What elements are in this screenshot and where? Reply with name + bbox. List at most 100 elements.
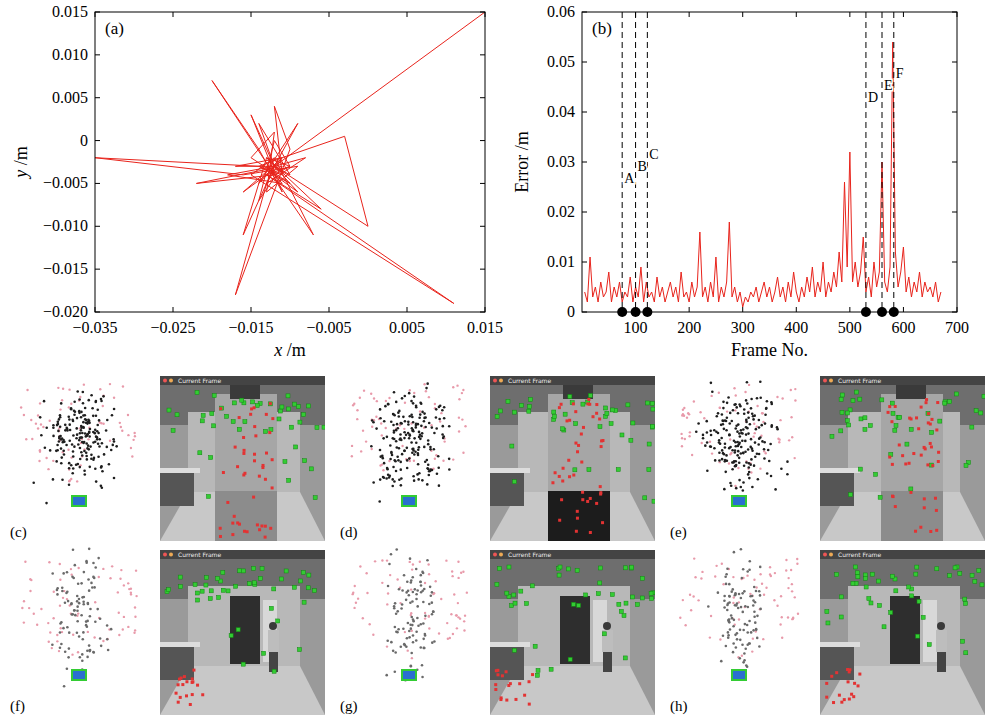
map-point — [75, 427, 78, 430]
map-point — [70, 407, 73, 410]
y-tick — [95, 12, 100, 13]
x-tick — [742, 307, 743, 312]
map-point — [723, 595, 726, 598]
map-point — [727, 636, 730, 639]
feature-static — [927, 643, 931, 647]
map-point — [408, 457, 411, 460]
x-tick — [849, 307, 850, 312]
map-point — [462, 452, 464, 454]
map-point — [20, 406, 22, 408]
person-lower — [215, 491, 277, 541]
map-point — [52, 426, 55, 429]
map-point — [741, 432, 744, 435]
map-point — [415, 598, 418, 601]
feature-static — [568, 395, 572, 399]
map-point — [754, 455, 757, 458]
map-point — [132, 439, 134, 441]
feature-dynamic — [894, 405, 897, 408]
map-point — [40, 608, 42, 610]
map-point — [73, 401, 76, 404]
event-label: C — [649, 147, 658, 162]
map-point — [411, 427, 414, 430]
map-point — [734, 594, 737, 597]
map-point — [374, 560, 376, 562]
map-point — [732, 409, 735, 412]
feature-dynamic — [494, 683, 497, 686]
map-point — [386, 436, 389, 439]
person-head — [896, 385, 926, 399]
camera-pose — [402, 496, 416, 506]
feature-static — [858, 467, 862, 471]
map-point — [384, 405, 387, 408]
map-point — [448, 425, 451, 428]
map-point — [416, 617, 419, 620]
map-point — [411, 416, 414, 419]
feature-dynamic — [219, 535, 222, 538]
map-point — [736, 638, 739, 641]
map-point — [133, 632, 135, 634]
map-point — [62, 597, 64, 599]
window-title: Current Frame — [838, 551, 881, 558]
map-point — [440, 598, 442, 600]
feature-dynamic — [264, 478, 267, 481]
map-point — [119, 422, 121, 424]
feature-static — [220, 406, 224, 410]
screenshot: Current Frame — [820, 376, 985, 541]
photo-panel: Current Frame(h) — [670, 548, 985, 715]
map-point — [721, 413, 724, 416]
map-point — [379, 449, 382, 452]
person-legs — [937, 652, 946, 672]
y-tick — [95, 54, 100, 55]
feature-static — [955, 392, 959, 396]
window-button — [169, 553, 173, 557]
map-point — [387, 403, 390, 406]
feature-static — [930, 463, 934, 467]
window-button — [169, 379, 173, 383]
map-point — [432, 610, 435, 613]
map-point — [88, 435, 91, 438]
map-point — [768, 460, 771, 463]
feature-static — [631, 421, 635, 425]
title-bar — [160, 550, 325, 559]
map-point — [743, 408, 746, 411]
map-point — [410, 588, 412, 590]
map-point — [29, 578, 31, 580]
y-tick-label: 0.015 — [52, 3, 88, 20]
window-button — [163, 379, 167, 383]
map-point — [117, 591, 119, 593]
map-point — [725, 420, 728, 423]
map-point — [436, 472, 439, 475]
map-point — [78, 439, 81, 442]
feature-dynamic — [185, 680, 188, 683]
feature-static — [216, 576, 220, 580]
map-point — [102, 423, 104, 425]
map-point — [751, 595, 753, 597]
feature-dynamic — [551, 481, 554, 484]
feature-dynamic — [256, 523, 259, 526]
map-point — [127, 626, 129, 628]
map-point — [689, 593, 691, 595]
map-point — [419, 413, 422, 416]
plot-frame — [582, 12, 957, 312]
map-point — [428, 396, 430, 398]
map-point — [722, 423, 725, 426]
map-point — [412, 421, 415, 424]
map-point — [86, 447, 89, 450]
feature-static — [204, 576, 208, 580]
map-point — [61, 586, 64, 589]
map-point — [375, 416, 377, 418]
map-point — [409, 460, 411, 462]
map-point — [401, 445, 403, 447]
map-point — [776, 428, 779, 431]
feature-static — [840, 393, 844, 397]
feature-static — [568, 657, 572, 661]
event-dot — [617, 307, 627, 317]
map-point — [66, 626, 69, 629]
map-point — [414, 451, 417, 454]
map-point — [433, 640, 436, 643]
feature-dynamic — [937, 451, 940, 454]
feature-static — [510, 444, 514, 448]
map-point — [77, 583, 80, 586]
map-point — [421, 664, 424, 667]
map-point — [424, 634, 427, 637]
